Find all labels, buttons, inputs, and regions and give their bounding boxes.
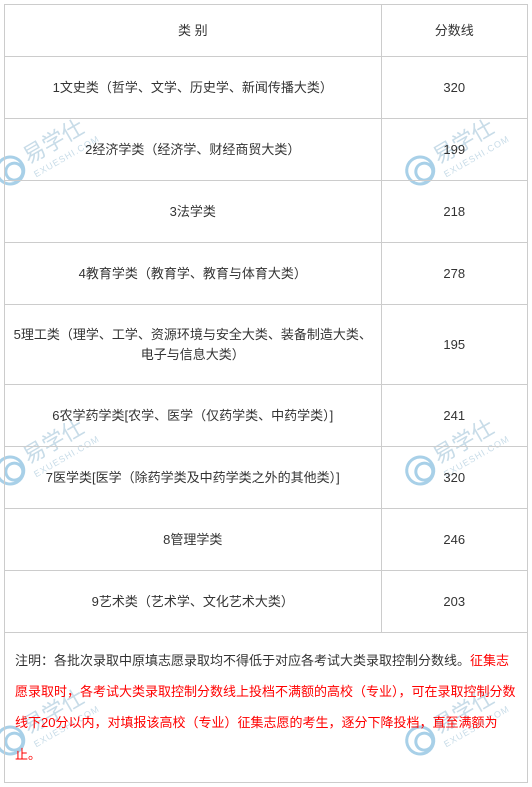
table-row: 2经济学类（经济学、财经商贸大类）199	[5, 119, 528, 181]
table-row: 7医学类[医学（除药学类及中药学类之外的其他类）]320	[5, 447, 528, 509]
cell-score: 195	[381, 305, 527, 385]
table-row: 6农学药学类[农学、医学（仅药学类、中药学类）]241	[5, 385, 528, 447]
cell-category: 9艺术类（艺术学、文化艺术大类）	[5, 571, 382, 633]
cell-category: 4教育学类（教育学、教育与体育大类）	[5, 243, 382, 305]
table-row: 3法学类218	[5, 181, 528, 243]
cell-score: 199	[381, 119, 527, 181]
table-header-row: 类 别 分数线	[5, 5, 528, 57]
cell-category: 8管理学类	[5, 509, 382, 571]
table-row: 4教育学类（教育学、教育与体育大类）278	[5, 243, 528, 305]
cell-score: 278	[381, 243, 527, 305]
table-row: 9艺术类（艺术学、文化艺术大类）203	[5, 571, 528, 633]
main-content: 类 别 分数线 1文史类（哲学、文学、历史学、新闻传播大类）3202经济学类（经…	[0, 0, 532, 787]
cell-score: 320	[381, 57, 527, 119]
cell-score: 241	[381, 385, 527, 447]
header-category: 类 别	[5, 5, 382, 57]
cell-category: 3法学类	[5, 181, 382, 243]
note-row: 注明：各批次录取中原填志愿录取均不得低于对应各考试大类录取控制分数线。征集志愿录…	[5, 633, 528, 783]
table-row: 1文史类（哲学、文学、历史学、新闻传播大类）320	[5, 57, 528, 119]
cell-category: 7医学类[医学（除药学类及中药学类之外的其他类）]	[5, 447, 382, 509]
cell-category: 5理工类（理学、工学、资源环境与安全大类、装备制造大类、电子与信息大类）	[5, 305, 382, 385]
cell-category: 6农学药学类[农学、医学（仅药学类、中药学类）]	[5, 385, 382, 447]
cell-score: 246	[381, 509, 527, 571]
cell-category: 2经济学类（经济学、财经商贸大类）	[5, 119, 382, 181]
note-black-text: 各批次录取中原填志愿录取均不得低于对应各考试大类录取控制分数线。	[54, 653, 470, 668]
table-row: 8管理学类246	[5, 509, 528, 571]
table-row: 5理工类（理学、工学、资源环境与安全大类、装备制造大类、电子与信息大类）195	[5, 305, 528, 385]
score-table: 类 别 分数线 1文史类（哲学、文学、历史学、新闻传播大类）3202经济学类（经…	[4, 4, 528, 783]
note-red-text: 征集志愿录取时，各考试大类录取控制分数线上投档不满额的高校（专业），可在录取控制…	[15, 653, 516, 762]
note-label: 注明：	[15, 653, 54, 668]
cell-score: 203	[381, 571, 527, 633]
cell-score: 218	[381, 181, 527, 243]
header-score: 分数线	[381, 5, 527, 57]
note-cell: 注明：各批次录取中原填志愿录取均不得低于对应各考试大类录取控制分数线。征集志愿录…	[5, 633, 528, 783]
cell-score: 320	[381, 447, 527, 509]
cell-category: 1文史类（哲学、文学、历史学、新闻传播大类）	[5, 57, 382, 119]
